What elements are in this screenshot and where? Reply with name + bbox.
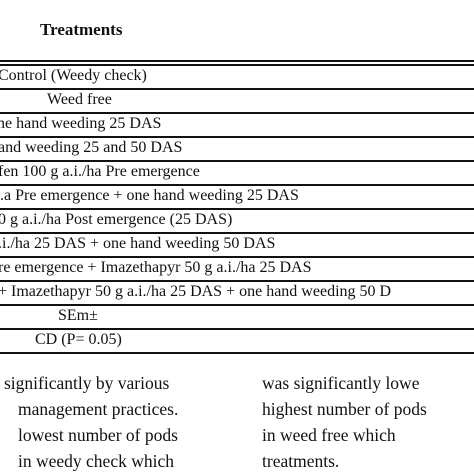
body-text-line: management practices. <box>18 399 179 419</box>
body-text-line: highest number of pods <box>262 399 427 419</box>
table-row: fen 100 g a.i./ha Pre emergence <box>0 163 200 180</box>
table-row: ne hand weeding 25 DAS <box>0 115 162 132</box>
table-row: CD (P= 0.05) <box>35 331 122 348</box>
table-row: .a Pre emergence + one hand weeding 25 D… <box>0 187 299 204</box>
table-row-divider <box>0 208 474 210</box>
body-text-line: was significantly lowe <box>262 373 420 393</box>
table-rule-bottom <box>0 352 474 354</box>
body-text-line: in weed free which <box>262 425 396 445</box>
table-row-divider <box>0 304 474 306</box>
body-text-line: treatments. <box>262 451 340 471</box>
table-row: + Imazethapyr 50 g a.i./ha 25 DAS + one … <box>0 283 392 300</box>
body-text-left-column: significantly by various management prac… <box>0 370 225 474</box>
table-rule-header <box>0 64 474 66</box>
table-header: Treatments <box>40 20 123 39</box>
table-row-divider <box>0 160 474 162</box>
table-row: .i./ha 25 DAS + one hand weeding 50 DAS <box>0 235 276 252</box>
table-row-divider <box>0 328 474 330</box>
table-row-divider <box>0 256 474 258</box>
body-text-line: in weedy check which <box>18 451 174 471</box>
table-row-divider <box>0 232 474 234</box>
table-row: and weeding 25 and 50 DAS <box>0 139 183 156</box>
table-row: Weed free <box>47 91 112 108</box>
table-row: SEm± <box>58 307 98 324</box>
table-row: 0 g a.i./ha Post emergence (25 DAS) <box>0 211 233 228</box>
body-text-right-column: was significantly lowe highest number of… <box>262 370 474 474</box>
table-row: Control (Weedy check) <box>0 67 147 84</box>
table-row-divider <box>0 280 474 282</box>
table-row-divider <box>0 112 474 114</box>
table-rule-top <box>0 60 474 62</box>
table-row: re emergence + Imazethapyr 50 g a.i./ha … <box>0 259 312 276</box>
table-row-divider <box>0 184 474 186</box>
body-text-line: significantly by various <box>4 373 170 393</box>
table-row-divider <box>0 136 474 138</box>
body-text-line: lowest number of pods <box>18 425 178 445</box>
table-row-divider <box>0 88 474 90</box>
